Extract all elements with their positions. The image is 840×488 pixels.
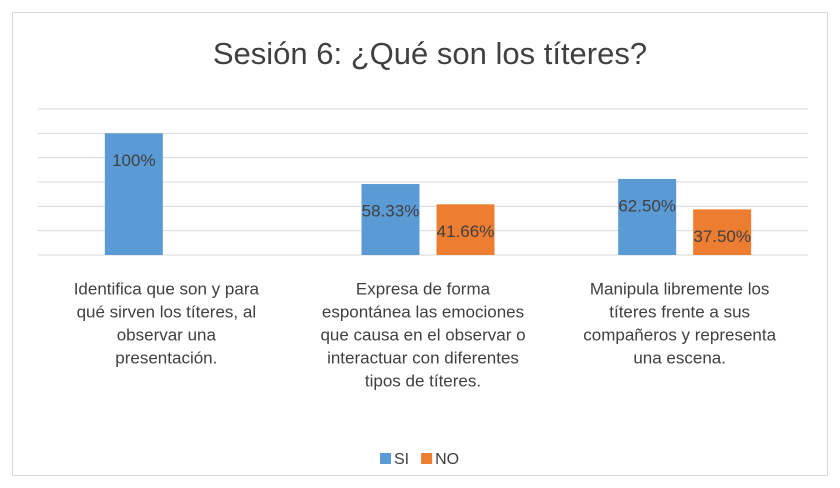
x-tick-label: interactuar con diferentes — [327, 348, 519, 367]
x-tick-label: observar una — [117, 325, 217, 344]
legend-swatch — [380, 453, 391, 464]
data-label: 41.66% — [437, 222, 495, 241]
x-tick-label: espontánea las emociones — [322, 302, 524, 321]
data-label: 58.33% — [362, 202, 420, 221]
x-tick-label: compañeros y representa — [583, 325, 776, 344]
bar — [618, 178, 677, 255]
x-tick-label: Identifica que son y para — [74, 279, 260, 298]
chart-title: Sesión 6: ¿Qué son los títeres? — [213, 36, 647, 71]
legend-label: NO — [435, 451, 459, 468]
x-tick-label: presentación. — [115, 348, 217, 367]
legend-label: SI — [394, 451, 409, 468]
x-tick-label: tipos de títeres. — [365, 371, 481, 390]
x-tick-label: Manipula libremente los — [590, 279, 770, 298]
bar — [361, 184, 420, 255]
bar — [436, 204, 495, 255]
data-label: 62.50% — [618, 196, 676, 215]
x-tick-label: qué sirven los títeres, al — [77, 302, 257, 321]
data-label: 100% — [112, 151, 155, 170]
bar — [693, 209, 752, 255]
legend-swatch — [421, 453, 433, 464]
x-tick-label: títeres frente a sus — [609, 302, 750, 321]
x-tick-label: Expresa de forma — [356, 279, 491, 298]
x-tick-label: que causa en el observar o — [320, 325, 525, 344]
bar — [104, 133, 163, 255]
x-tick-label: una escena. — [633, 348, 726, 367]
data-label: 37.50% — [693, 227, 751, 246]
